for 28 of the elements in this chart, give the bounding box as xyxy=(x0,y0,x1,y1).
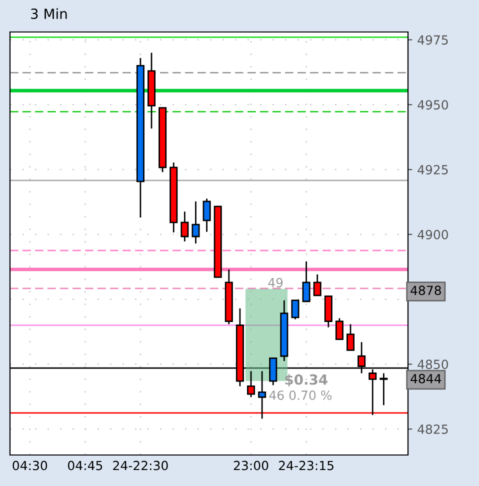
annotation: $0.34 xyxy=(285,374,328,387)
y-tick-label: 4900 xyxy=(418,230,448,240)
x-tick-label: 04:45 xyxy=(68,460,102,470)
y-tick-label: 4825 xyxy=(418,424,448,434)
annotation: 49 xyxy=(268,278,283,288)
candlestick xyxy=(202,198,211,233)
annotation: 46 0.70 % xyxy=(269,390,332,400)
candlestick xyxy=(313,274,322,296)
x-tick-label: 23:00 xyxy=(234,460,268,470)
candlestick xyxy=(380,372,388,406)
y-tick-label: 4975 xyxy=(418,35,448,45)
y-tick-label: 4925 xyxy=(418,165,448,174)
y-tick-label: 4850 xyxy=(418,360,448,370)
candlestick xyxy=(346,324,355,351)
candlestick xyxy=(258,370,266,420)
candlestick xyxy=(302,260,310,302)
x-tick-label: 04:30 xyxy=(12,460,48,470)
chart-title: 3 Min xyxy=(31,8,67,20)
candlestick xyxy=(192,200,200,244)
candlestick xyxy=(247,370,256,398)
annotation: 4878 xyxy=(410,286,441,296)
x-tick-label: 24-22:30 xyxy=(113,460,168,470)
annotation: 4844 xyxy=(410,374,442,384)
y-tick-label: 4950 xyxy=(418,100,448,110)
candlestick xyxy=(291,300,300,320)
x-tick-label: 24-23:15 xyxy=(278,460,334,470)
candlestick xyxy=(180,210,189,242)
candlestick xyxy=(335,318,344,340)
